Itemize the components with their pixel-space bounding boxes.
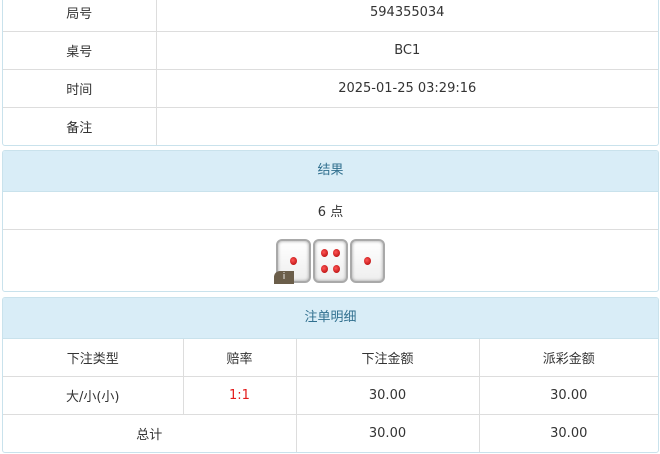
pip [320,248,328,257]
round-info-panel: 局号 594355034 桌号 BC1 时间 2025-01-25 03:29:16 … [2,0,659,146]
col-bet-amount: 下注金额 [295,339,480,377]
info-row-table: 桌号 BC1 [3,31,658,70]
value [155,107,658,145]
total-label: 总计 [3,414,297,452]
value: 2025-01-25 03:29:16 [155,69,658,108]
total-payout: 30.00 [478,414,658,452]
col-odds: 赔率 [182,339,297,377]
bet-type: 大/小(小) [3,376,184,415]
bet-details-title: 注单明细 [3,298,658,339]
result-panel: 结果 6 点 i [2,150,659,292]
label: 备注 [3,107,157,145]
bet-amount: 30.00 [295,376,480,415]
pip [290,256,297,265]
die-face-1 [350,238,385,283]
table-row: 大/小(小) 1:1 30.00 30.00 [3,376,658,415]
col-payout: 派彩金额 [478,339,658,377]
label: 桌号 [3,31,157,70]
pip [333,264,341,273]
die-face-1: i [274,238,311,284]
result-points: 6 点 [3,192,658,230]
die-face-4 [313,238,348,283]
value: 594355034 [155,0,658,32]
total-amount: 30.00 [295,414,480,452]
info-row-note: 备注 [3,107,658,145]
pip [333,248,341,257]
odds: 1:1 [182,376,297,415]
payout: 30.00 [478,376,658,415]
info-row-round: 局号 594355034 [3,0,658,32]
info-row-time: 时间 2025-01-25 03:29:16 [3,69,658,108]
column-headers: 下注类型 赔率 下注金额 派彩金额 [3,339,658,377]
value: BC1 [155,31,658,70]
total-row: 总计 30.00 30.00 [3,414,658,452]
result-title: 结果 [3,151,658,192]
col-bet-type: 下注类型 [3,339,184,377]
dice-group: i [3,238,658,284]
pip [364,256,371,265]
pip [320,264,328,273]
bet-details-panel: 注单明细 下注类型 赔率 下注金额 派彩金额 大/小(小) 1:1 30.00 … [2,297,659,453]
label: 局号 [3,0,157,32]
info-badge-icon[interactable]: i [274,270,294,284]
label: 时间 [3,69,157,108]
